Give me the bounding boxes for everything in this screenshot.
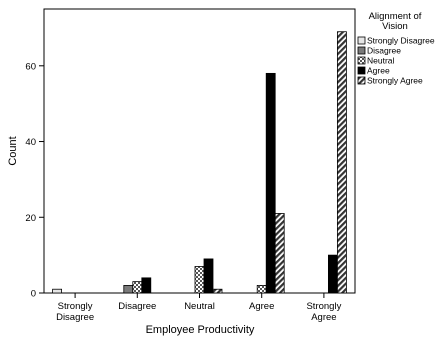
legend-title: Vision xyxy=(382,21,408,32)
bar xyxy=(336,31,347,294)
x-tick-label: Strongly xyxy=(58,301,93,312)
x-tick-label: Disagree xyxy=(118,301,156,312)
bar xyxy=(265,72,276,294)
bar xyxy=(132,281,143,294)
legend-label: Neutral xyxy=(367,56,395,66)
bar xyxy=(123,285,134,294)
bar xyxy=(141,277,152,294)
bar xyxy=(327,254,338,294)
bar xyxy=(194,266,205,294)
y-tick-label: 20 xyxy=(25,213,36,224)
bar xyxy=(274,213,285,294)
legend-swatch xyxy=(357,76,366,85)
x-axis-title: Employee Productivity xyxy=(146,324,255,336)
x-tick-label: Strongly xyxy=(306,301,341,312)
legend-label: Strongly Agree xyxy=(367,76,423,86)
plot-frame xyxy=(43,8,356,294)
bar xyxy=(212,288,223,294)
legend-label: Strongly Disagree xyxy=(367,36,435,46)
legend-swatch xyxy=(357,36,366,45)
y-tick-label: 60 xyxy=(25,61,36,72)
y-tick-label: 40 xyxy=(25,137,36,148)
bar xyxy=(52,288,62,294)
x-tick-label: Agree xyxy=(249,301,274,312)
bar xyxy=(256,285,267,294)
legend-label: Agree xyxy=(367,66,390,76)
x-tick-label: Neutral xyxy=(184,301,215,312)
legend-swatch xyxy=(357,46,366,55)
x-tick-label: Agree xyxy=(311,312,336,323)
y-axis-title: Count xyxy=(7,136,19,165)
y-tick-label: 0 xyxy=(31,289,36,300)
legend-label: Disagree xyxy=(367,46,401,56)
legend-swatch xyxy=(357,66,366,75)
legend-title: Alignment of xyxy=(369,11,422,22)
legend-swatch xyxy=(357,56,366,65)
bar xyxy=(203,258,214,294)
x-tick-label: Disagree xyxy=(56,312,94,323)
